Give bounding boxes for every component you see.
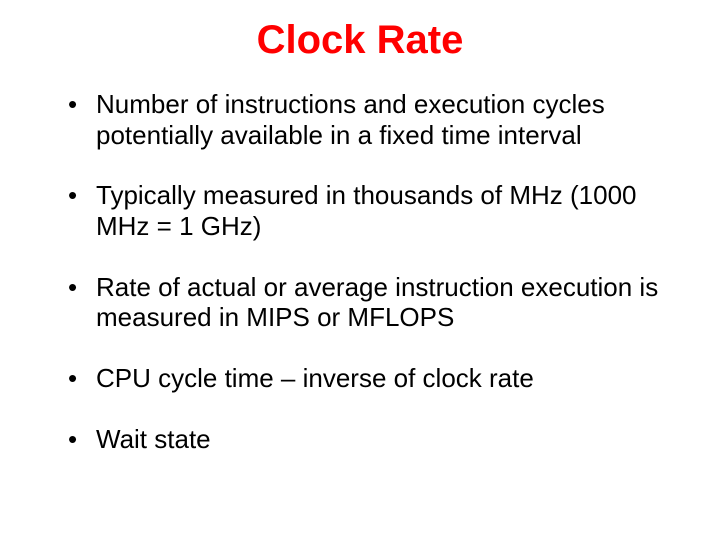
list-item: Wait state xyxy=(56,424,664,455)
bullet-text: Number of instructions and execution cyc… xyxy=(96,89,605,150)
slide-title: Clock Rate xyxy=(56,18,664,63)
list-item: CPU cycle time – inverse of clock rate xyxy=(56,363,664,394)
list-item: Typically measured in thousands of MHz (… xyxy=(56,180,664,241)
bullet-list: Number of instructions and execution cyc… xyxy=(56,89,664,454)
bullet-text: CPU cycle time – inverse of clock rate xyxy=(96,363,534,393)
slide: Clock Rate Number of instructions and ex… xyxy=(0,0,720,540)
bullet-text: Wait state xyxy=(96,424,211,454)
bullet-text: Rate of actual or average instruction ex… xyxy=(96,272,658,333)
list-item: Rate of actual or average instruction ex… xyxy=(56,272,664,333)
list-item: Number of instructions and execution cyc… xyxy=(56,89,664,150)
bullet-text: Typically measured in thousands of MHz (… xyxy=(96,180,637,241)
